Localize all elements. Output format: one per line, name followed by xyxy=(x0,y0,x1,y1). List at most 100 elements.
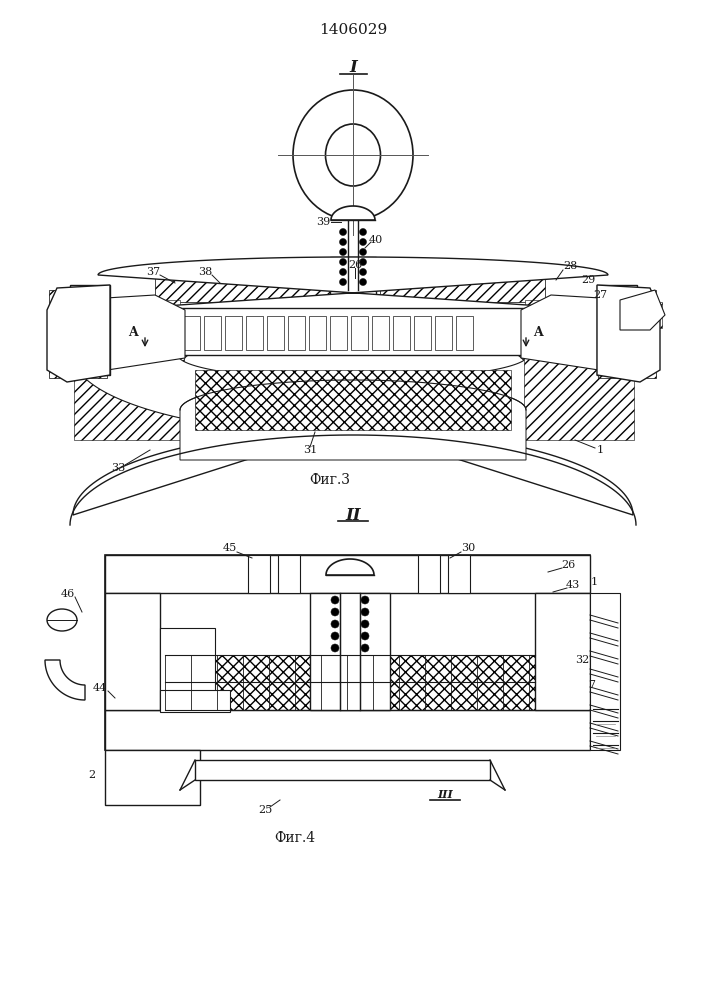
Bar xyxy=(309,316,326,350)
Bar xyxy=(88,292,108,297)
Bar xyxy=(105,593,160,710)
Circle shape xyxy=(331,608,339,616)
Circle shape xyxy=(359,248,366,255)
Polygon shape xyxy=(73,355,250,420)
Bar xyxy=(267,316,284,350)
Text: 43: 43 xyxy=(566,580,580,590)
Bar xyxy=(88,292,108,297)
Circle shape xyxy=(361,632,369,640)
Bar xyxy=(160,690,230,712)
Circle shape xyxy=(359,238,366,245)
Bar xyxy=(599,313,619,318)
Circle shape xyxy=(339,258,346,265)
Text: Фиг.3: Фиг.3 xyxy=(310,473,351,487)
Bar xyxy=(599,306,619,311)
Bar xyxy=(88,313,108,318)
Bar xyxy=(599,306,619,311)
Bar xyxy=(105,555,590,750)
Polygon shape xyxy=(331,206,375,220)
Bar xyxy=(225,316,242,350)
Circle shape xyxy=(339,238,346,245)
Bar xyxy=(330,257,376,305)
Bar xyxy=(351,316,368,350)
Bar xyxy=(622,302,662,328)
Text: II: II xyxy=(345,506,361,524)
Bar xyxy=(340,593,360,710)
Bar xyxy=(204,316,221,350)
Text: 45: 45 xyxy=(223,543,237,553)
Bar xyxy=(105,710,590,750)
Bar xyxy=(178,308,528,355)
Circle shape xyxy=(359,229,366,235)
Bar xyxy=(88,299,108,304)
Text: 33: 33 xyxy=(111,463,125,473)
Bar xyxy=(267,316,284,350)
Polygon shape xyxy=(620,290,665,330)
Text: 32: 32 xyxy=(575,655,589,665)
Polygon shape xyxy=(180,380,526,460)
Polygon shape xyxy=(597,285,660,382)
Bar xyxy=(183,316,200,350)
Bar xyxy=(344,257,362,305)
Bar xyxy=(88,306,108,311)
Bar xyxy=(105,555,590,593)
Text: 25: 25 xyxy=(258,805,272,815)
Text: 44: 44 xyxy=(93,683,107,693)
Text: 7: 7 xyxy=(588,680,595,690)
Bar xyxy=(248,555,270,593)
Bar xyxy=(535,593,590,710)
Text: 37: 37 xyxy=(146,267,160,277)
Text: 1406029: 1406029 xyxy=(319,23,387,37)
Text: 29: 29 xyxy=(581,275,595,285)
Bar xyxy=(599,292,619,297)
Circle shape xyxy=(339,229,346,235)
Circle shape xyxy=(359,258,366,265)
Polygon shape xyxy=(456,355,633,420)
Bar xyxy=(414,316,431,350)
Bar xyxy=(330,316,347,350)
Bar xyxy=(448,555,470,593)
Bar xyxy=(195,370,511,430)
Text: 30: 30 xyxy=(461,543,475,553)
Bar xyxy=(330,257,376,305)
Bar xyxy=(246,316,263,350)
Bar xyxy=(393,316,410,350)
Bar xyxy=(105,593,160,710)
Polygon shape xyxy=(521,295,633,375)
Bar xyxy=(70,285,110,375)
Polygon shape xyxy=(45,660,85,700)
Bar xyxy=(372,316,389,350)
Circle shape xyxy=(359,268,366,275)
Bar xyxy=(88,313,108,318)
Bar xyxy=(524,355,634,440)
Bar xyxy=(183,316,200,350)
Polygon shape xyxy=(47,285,110,382)
Text: 39: 39 xyxy=(316,217,330,227)
Bar xyxy=(105,750,200,805)
Text: 27: 27 xyxy=(593,290,607,300)
Bar xyxy=(225,316,242,350)
Bar xyxy=(309,316,326,350)
Bar xyxy=(160,690,230,712)
Bar xyxy=(88,299,108,304)
Bar xyxy=(105,555,590,593)
Text: 38: 38 xyxy=(198,267,212,277)
Bar xyxy=(155,270,330,302)
Bar xyxy=(246,316,263,350)
Bar xyxy=(70,285,110,375)
Text: 2: 2 xyxy=(88,770,95,780)
Bar xyxy=(597,285,637,375)
Polygon shape xyxy=(73,295,185,375)
Polygon shape xyxy=(326,559,374,575)
Bar xyxy=(204,316,221,350)
Bar xyxy=(310,593,390,710)
Bar xyxy=(278,555,300,593)
Bar xyxy=(599,299,619,304)
Polygon shape xyxy=(98,257,608,325)
Text: III: III xyxy=(437,790,453,800)
Circle shape xyxy=(361,596,369,604)
Bar xyxy=(435,316,452,350)
Bar xyxy=(599,313,619,318)
Bar xyxy=(380,270,545,302)
Bar xyxy=(418,555,440,593)
